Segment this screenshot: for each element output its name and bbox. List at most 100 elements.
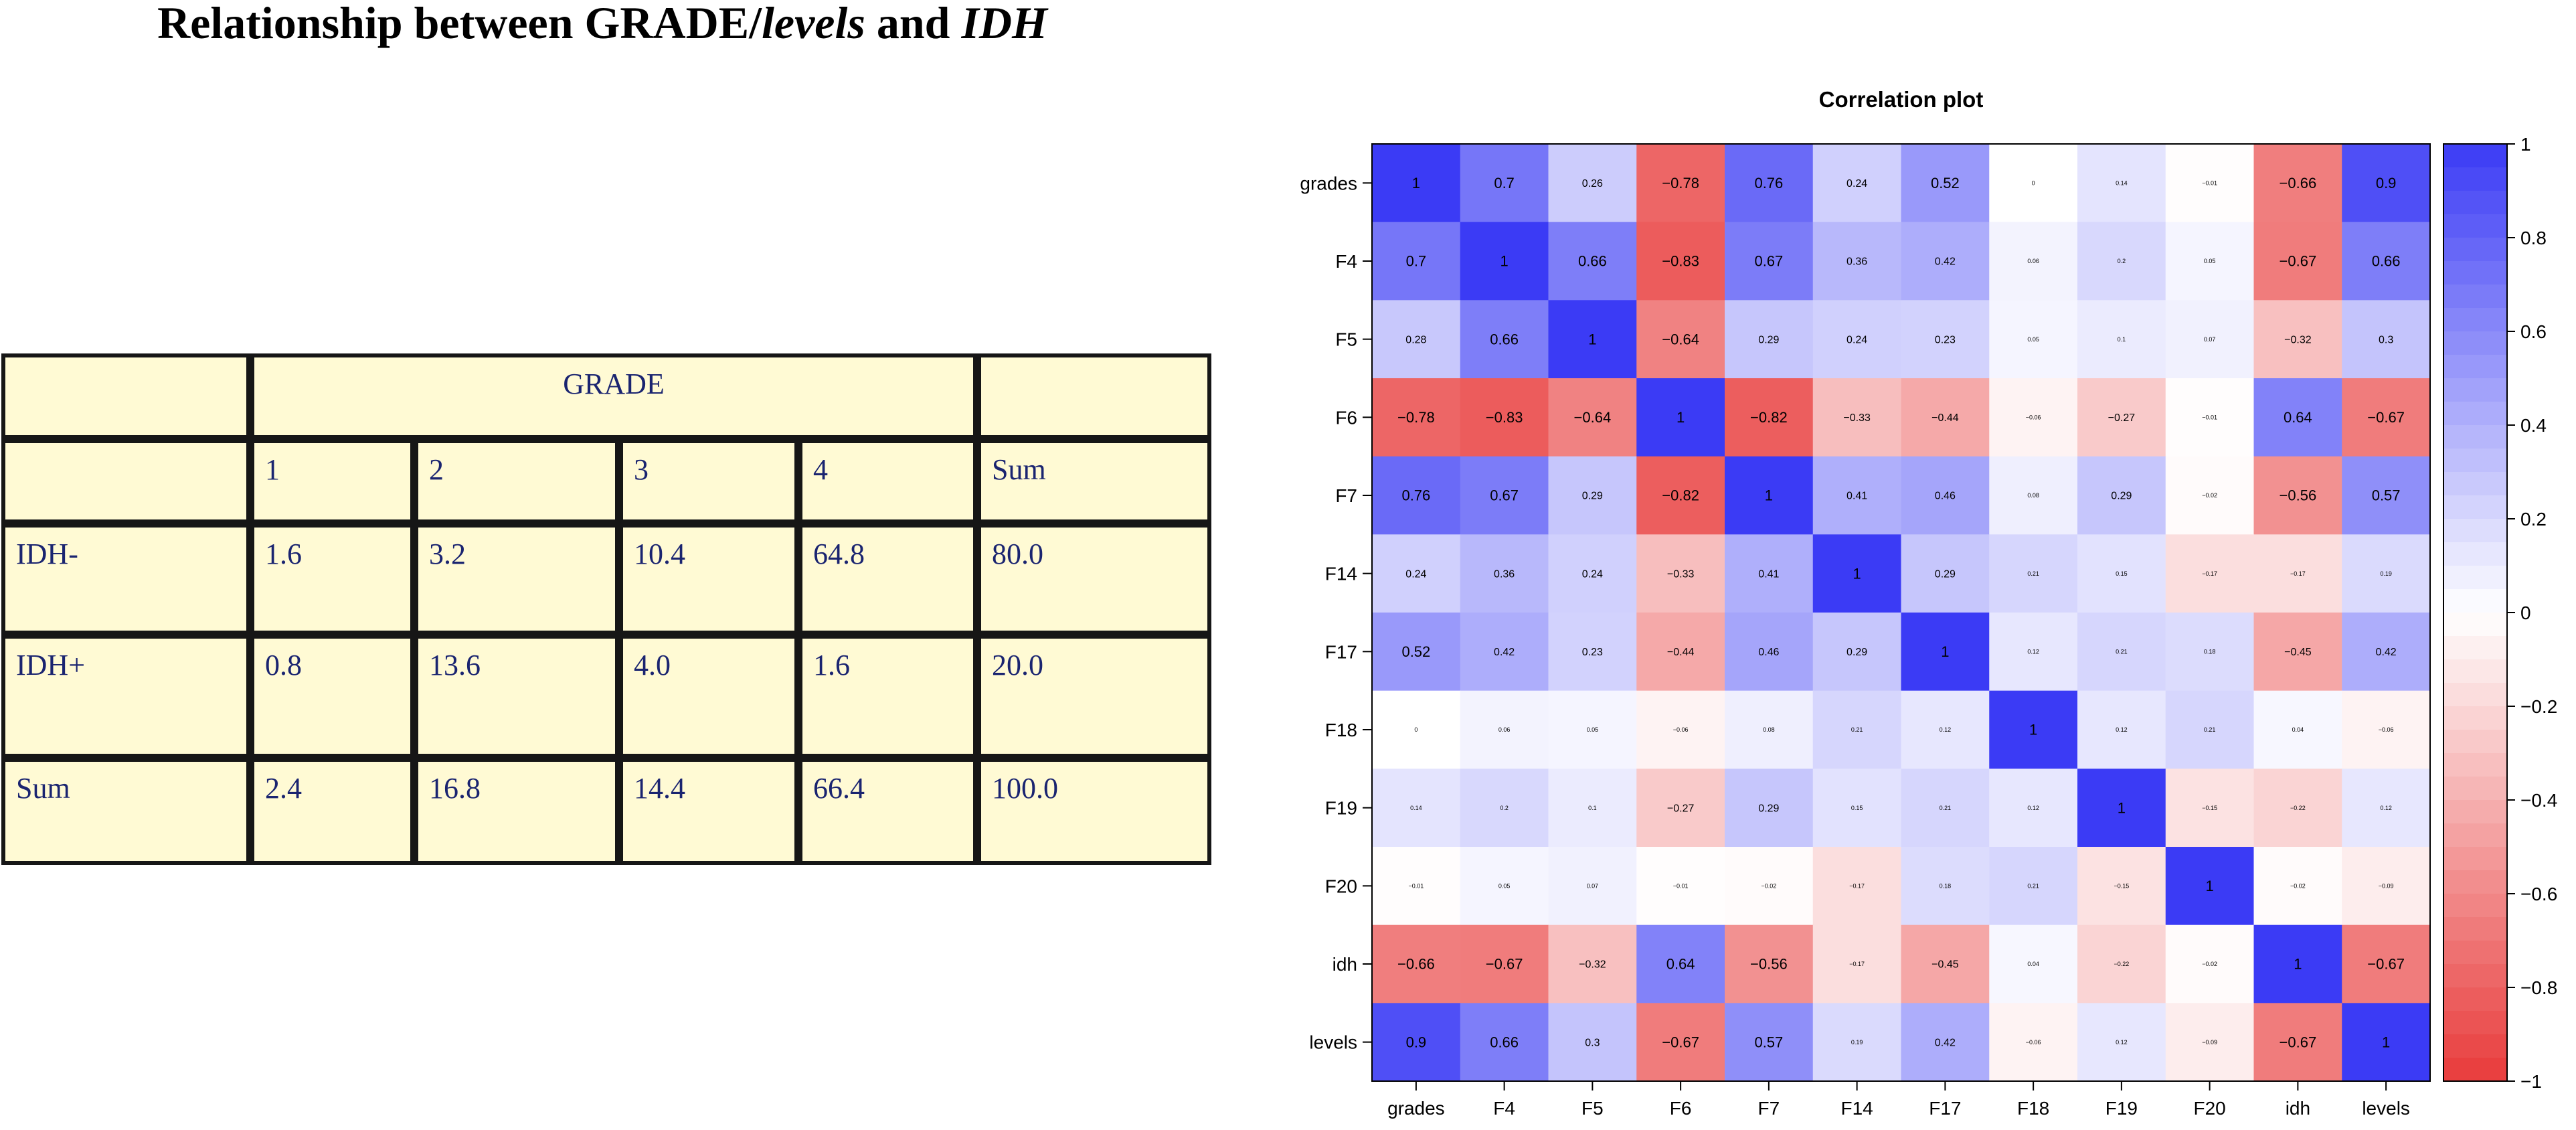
heatmap-cell bbox=[1636, 378, 1725, 457]
colorbar-swatch bbox=[2443, 472, 2507, 496]
cell-value-label: −0.66 bbox=[1397, 956, 1435, 973]
cell-value-label: 0.52 bbox=[1931, 175, 1960, 191]
heatmap-cell bbox=[2253, 222, 2342, 301]
cell-value-label: −0.64 bbox=[1662, 331, 1699, 347]
table-cell: 64.8 bbox=[798, 523, 977, 635]
heatmap-cell bbox=[2165, 378, 2255, 457]
colorbar-swatch bbox=[2443, 823, 2507, 847]
cell-value-label: 0.08 bbox=[1763, 726, 1775, 733]
cell-value-label: −0.01 bbox=[1673, 882, 1689, 889]
cell-value-label: 0.3 bbox=[1585, 1037, 1600, 1048]
cell-value-label: 0.07 bbox=[2204, 336, 2216, 343]
cell-value-label: 0.12 bbox=[2027, 805, 2039, 811]
colorbar-swatch bbox=[2443, 542, 2507, 566]
heatmap-cell bbox=[1636, 144, 1725, 223]
heatmap-cell bbox=[2342, 847, 2431, 926]
row-label: IDH+ bbox=[1, 635, 250, 758]
colorbar-tick-label: 0.8 bbox=[2520, 228, 2547, 248]
heatmap-cell bbox=[2165, 613, 2255, 692]
colorbar-swatch bbox=[2443, 566, 2507, 590]
heatmap-cell bbox=[1812, 144, 1902, 223]
cell-value-label: 0.05 bbox=[1587, 726, 1599, 733]
heatmap-cell bbox=[1636, 924, 1725, 1003]
cell-value-label: 0.12 bbox=[2116, 726, 2128, 733]
heatmap-cell bbox=[2077, 1003, 2166, 1082]
heatmap-cell bbox=[1636, 300, 1725, 379]
colorbar-swatch bbox=[2443, 238, 2507, 262]
y-tick-label: grades bbox=[1300, 173, 1357, 193]
cell-value-label: −0.44 bbox=[1931, 412, 1959, 424]
cell-value-label: 0 bbox=[1414, 726, 1418, 733]
heatmap-cell bbox=[1636, 690, 1725, 769]
cell-value-label: 0.21 bbox=[2027, 570, 2039, 577]
cell-value-label: 0.12 bbox=[2116, 1039, 2128, 1046]
cell-value-label: 0.14 bbox=[2116, 179, 2128, 186]
cell-value-label: 0.42 bbox=[2376, 647, 2397, 658]
heatmap-cell bbox=[2077, 378, 2166, 457]
cell-value-label: 0.41 bbox=[1758, 568, 1779, 580]
heatmap-cell bbox=[1548, 690, 1637, 769]
table-row: IDH- 1.6 3.2 10.4 64.8 80.0 bbox=[1, 523, 1211, 635]
colorbar-swatch bbox=[2443, 144, 2507, 168]
cell-value-label: 0.42 bbox=[1935, 256, 1956, 268]
cell-value-label: −0.67 bbox=[2367, 956, 2405, 973]
table-cell: 100.0 bbox=[977, 758, 1211, 865]
cell-value-label: −0.67 bbox=[2367, 409, 2405, 426]
cell-value-label: 0.2 bbox=[1500, 805, 1509, 811]
heatmap-cell bbox=[2253, 144, 2342, 223]
cell-value-label: −0.67 bbox=[1662, 1034, 1699, 1050]
y-tick-label: idh bbox=[1333, 954, 1357, 975]
heatmap-cell bbox=[1901, 769, 1990, 847]
heatmap-cell bbox=[1372, 690, 1461, 769]
cell-value-label: 0.7 bbox=[1494, 175, 1515, 191]
heatmap-cell bbox=[2165, 924, 2255, 1003]
cell-value-label: 1 bbox=[1941, 643, 1949, 660]
heatmap-cell bbox=[1989, 300, 2078, 379]
heatmap-cell bbox=[2253, 924, 2342, 1003]
cell-value-label: 0.29 bbox=[1582, 491, 1603, 502]
heatmap-cell bbox=[2165, 144, 2255, 223]
cell-value-label: 0.04 bbox=[2292, 726, 2304, 733]
cell-value-label: 0.76 bbox=[1401, 487, 1430, 504]
cell-value-label: 0.36 bbox=[1847, 256, 1867, 268]
cell-value-label: −0.82 bbox=[1750, 409, 1788, 426]
cell-value-label: −0.17 bbox=[1849, 961, 1865, 967]
cell-value-label: 1 bbox=[2294, 956, 2302, 973]
cell-value-label: 0.12 bbox=[2027, 648, 2039, 655]
heatmap-cell bbox=[1725, 378, 1814, 457]
heatmap-cell bbox=[1548, 534, 1637, 613]
heatmap-cell bbox=[1901, 144, 1990, 223]
cell-value-label: 0.64 bbox=[2284, 409, 2312, 426]
x-tick-label: grades bbox=[1387, 1098, 1445, 1119]
cell-value-label: −0.06 bbox=[2026, 414, 2041, 420]
cell-value-label: 0.15 bbox=[2116, 570, 2128, 577]
colorbar-swatch bbox=[2443, 613, 2507, 637]
y-tick-label: levels bbox=[1309, 1032, 1357, 1053]
heatmap-cell bbox=[2077, 300, 2166, 379]
heatmap-cell bbox=[2253, 690, 2342, 769]
heatmap-cell bbox=[1725, 534, 1814, 613]
heatmap-cell bbox=[1636, 1003, 1725, 1082]
cell-value-label: 0.05 bbox=[2204, 258, 2216, 264]
heatmap-cell bbox=[1460, 1003, 1549, 1082]
cell-value-label: −0.17 bbox=[1849, 882, 1865, 889]
heatmap-cell bbox=[1989, 769, 2078, 847]
cell-value-label: 0.24 bbox=[1405, 568, 1426, 580]
colorbar-tick-label: 0.4 bbox=[2520, 415, 2547, 436]
cell-value-label: 0.67 bbox=[1754, 253, 1783, 270]
heatmap-cell bbox=[2077, 144, 2166, 223]
heatmap-cell bbox=[2165, 300, 2255, 379]
x-tick-label: F17 bbox=[1929, 1098, 1961, 1119]
colorbar-swatch bbox=[2443, 777, 2507, 801]
x-tick-label: idh bbox=[2286, 1098, 2310, 1119]
cell-value-label: 0.06 bbox=[2027, 258, 2039, 264]
colorbar-tick-label: −0.8 bbox=[2520, 977, 2557, 998]
heatmap-cell bbox=[1548, 456, 1637, 535]
heatmap-cell bbox=[1372, 924, 1461, 1003]
y-tick-label: F7 bbox=[1335, 485, 1357, 506]
cell-value-label: −0.56 bbox=[2280, 487, 2317, 504]
cell-value-label: 0.26 bbox=[1582, 178, 1603, 189]
cell-value-label: −0.06 bbox=[1673, 726, 1689, 733]
x-tick-label: F14 bbox=[1841, 1098, 1873, 1119]
heatmap-cell bbox=[2077, 769, 2166, 847]
